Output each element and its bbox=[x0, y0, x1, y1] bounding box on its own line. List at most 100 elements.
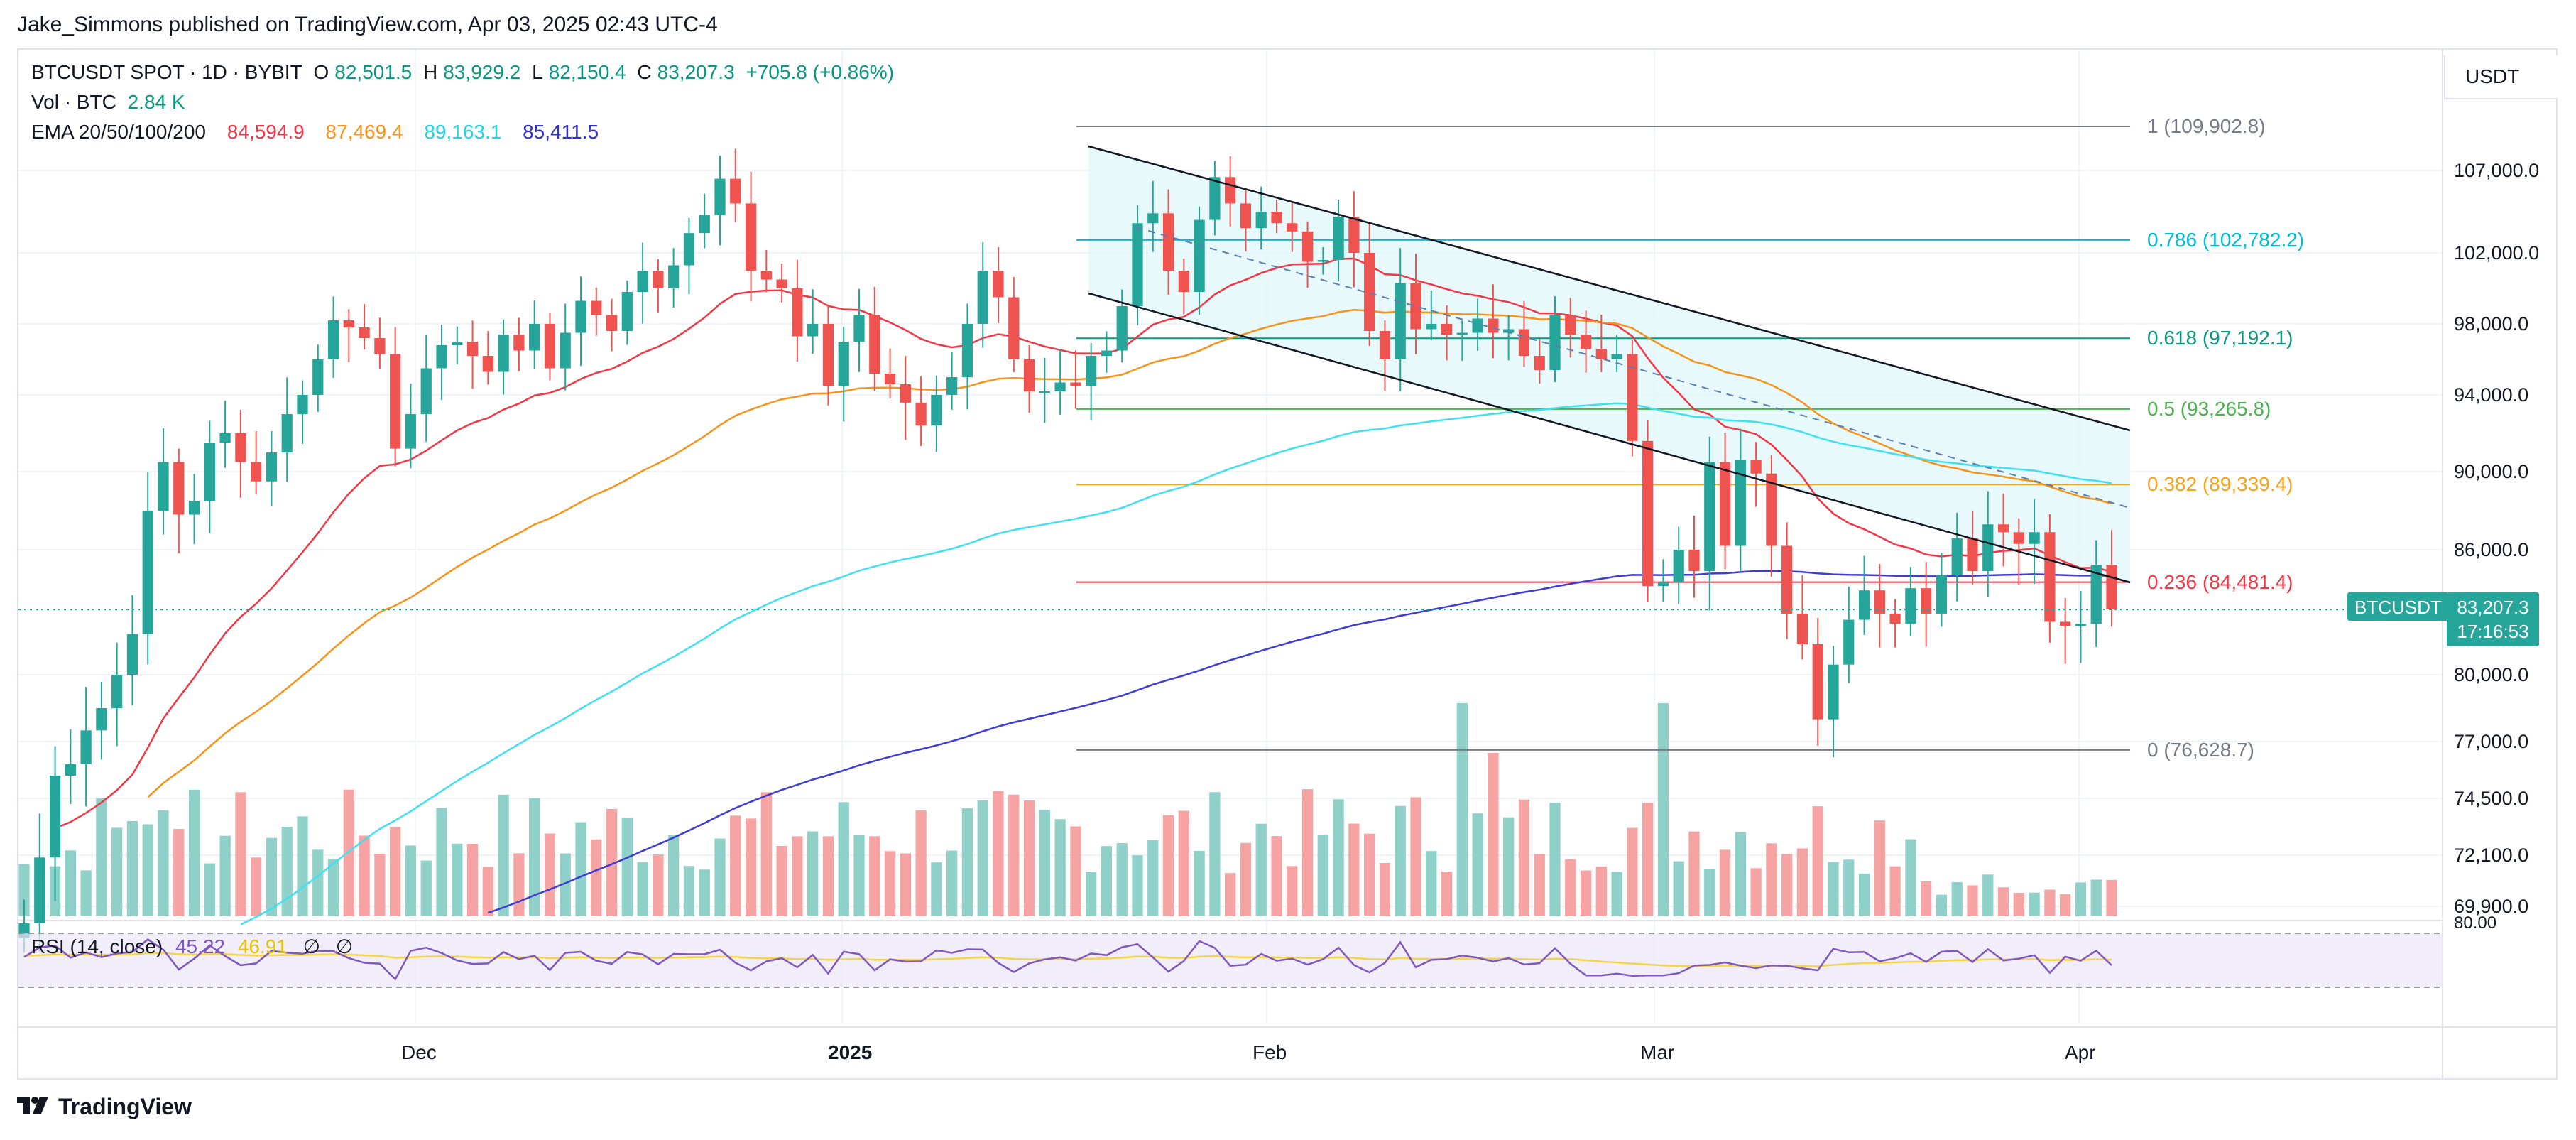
candle-body bbox=[1595, 349, 1607, 359]
volume-bar bbox=[1441, 872, 1453, 916]
volume-bar bbox=[405, 845, 417, 916]
candle-body bbox=[2106, 565, 2117, 610]
channel-lower-line bbox=[1088, 292, 2131, 584]
volume-bar bbox=[1488, 753, 1499, 916]
volume-bar bbox=[1951, 881, 1963, 916]
volume-bar bbox=[1301, 789, 1314, 916]
candle-body bbox=[1905, 588, 1916, 624]
volume-bar bbox=[838, 802, 849, 916]
price-tick-label: 74,500.0 bbox=[2454, 788, 2529, 809]
volume-bar bbox=[730, 815, 741, 916]
candle-body bbox=[822, 324, 834, 386]
date-tick-label: Dec bbox=[401, 1041, 437, 1063]
currency-selector[interactable]: USDT bbox=[2444, 55, 2558, 99]
candle-body bbox=[513, 335, 525, 351]
candle-body bbox=[1534, 356, 1545, 370]
candle-body bbox=[1781, 545, 1793, 614]
volume-bar bbox=[219, 835, 231, 916]
high-value: 83,929.2 bbox=[443, 61, 521, 83]
volume-bar bbox=[884, 851, 896, 916]
candle-body bbox=[1101, 350, 1113, 356]
candle-body bbox=[1333, 216, 1344, 260]
volume-bar bbox=[312, 849, 324, 916]
volume-bar bbox=[1982, 874, 1994, 916]
candle-body bbox=[343, 320, 354, 327]
volume-bar bbox=[158, 810, 169, 916]
volume-bar bbox=[466, 843, 479, 916]
volume-bar bbox=[853, 835, 865, 916]
volume-bar bbox=[1101, 846, 1113, 916]
candle-body bbox=[714, 178, 726, 215]
fib-label: 1 (109,902.8) bbox=[2147, 115, 2266, 137]
candle-body bbox=[1271, 212, 1282, 224]
candle-body bbox=[142, 511, 153, 634]
volume-bar bbox=[359, 835, 370, 916]
volume-bar bbox=[1271, 836, 1282, 916]
volume-bar bbox=[1534, 854, 1545, 916]
fib-label: 0.5 (93,265.8) bbox=[2147, 397, 2271, 420]
volume-bar bbox=[1426, 851, 1437, 916]
candle-body bbox=[235, 433, 246, 462]
date-tick-label: Mar bbox=[1640, 1041, 1675, 1063]
candle-body bbox=[1843, 619, 1855, 665]
candle-body bbox=[1488, 318, 1499, 333]
rsi-ma-value: 46.91 bbox=[237, 935, 288, 957]
volume-bar bbox=[1456, 703, 1468, 916]
candle-body bbox=[1194, 219, 1205, 292]
candle-body bbox=[1796, 613, 1808, 644]
candle-body bbox=[49, 776, 61, 858]
volume-bar bbox=[683, 866, 695, 916]
candle-body bbox=[1147, 213, 1159, 224]
rsi-empty-2: ∅ bbox=[335, 935, 354, 957]
volume-bar bbox=[575, 822, 586, 916]
date-tick-label: 2025 bbox=[828, 1041, 873, 1063]
current-price-value: 83,207.3 bbox=[2457, 597, 2529, 618]
tradingview-logo[interactable]: TradingView bbox=[17, 1094, 192, 1120]
volume-bar bbox=[1039, 810, 1050, 916]
countdown: 17:16:53 bbox=[2457, 621, 2529, 642]
volume-bar bbox=[1225, 873, 1236, 916]
volume-bar bbox=[1704, 869, 1715, 916]
open-label: O bbox=[313, 61, 329, 83]
volume-bar bbox=[977, 800, 988, 916]
volume-bar bbox=[390, 827, 401, 916]
volume-bar bbox=[1750, 868, 1762, 916]
volume-bar bbox=[1921, 881, 1932, 916]
date-tick-label: Feb bbox=[1252, 1041, 1287, 1063]
volume-bar bbox=[188, 789, 200, 916]
volume-bar bbox=[776, 846, 787, 916]
candle-body bbox=[34, 857, 45, 923]
candle-body bbox=[683, 233, 695, 266]
candle-body bbox=[1766, 473, 1777, 546]
volume-bar bbox=[760, 792, 772, 916]
volume-bar bbox=[235, 792, 246, 916]
candle-body bbox=[1704, 462, 1715, 572]
volume-bar bbox=[281, 826, 293, 916]
candle-body bbox=[1132, 223, 1143, 306]
volume-bar bbox=[1472, 813, 1483, 916]
candle-body bbox=[1317, 260, 1328, 262]
volume-bar bbox=[1627, 827, 1638, 916]
candle-body bbox=[1054, 382, 1066, 391]
volume-bar bbox=[1194, 850, 1205, 916]
change-value: +705.8 (+0.86%) bbox=[746, 61, 895, 83]
candle-body bbox=[1225, 177, 1236, 204]
candle-body bbox=[1688, 550, 1700, 572]
candle-body bbox=[1178, 271, 1189, 292]
volume-bar bbox=[1147, 840, 1159, 916]
open-value: 82,501.5 bbox=[334, 61, 413, 83]
volume-bar bbox=[1936, 894, 1948, 916]
volume-bar bbox=[745, 818, 757, 916]
volume-bar bbox=[1796, 848, 1808, 916]
volume-bar bbox=[1595, 867, 1607, 916]
candle-body bbox=[2013, 532, 2024, 544]
volume-bar bbox=[699, 869, 710, 916]
volume-bar bbox=[142, 824, 153, 916]
ema200-line bbox=[487, 570, 2112, 914]
candle-body bbox=[111, 675, 123, 708]
volume-value: 2.84 K bbox=[127, 91, 185, 113]
candle-body bbox=[653, 271, 664, 288]
volume-bar bbox=[1209, 792, 1221, 916]
candle-body bbox=[2060, 621, 2071, 626]
